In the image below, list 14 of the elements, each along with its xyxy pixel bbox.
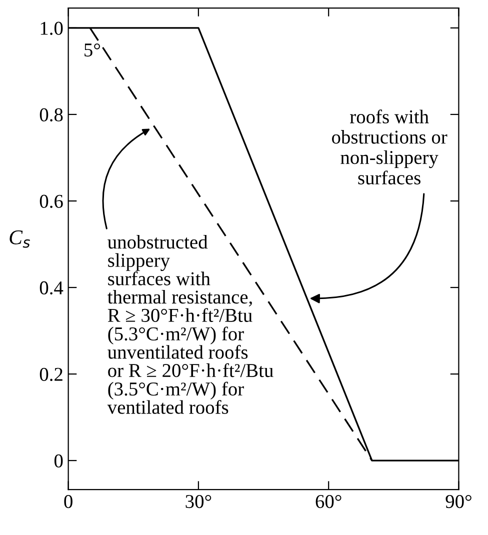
y-tick-label: 0 — [54, 454, 63, 468]
y-axis-title: C$_{s}$ — [10, 230, 30, 248]
x-tick-label: 30° — [186, 494, 212, 508]
y-tick-label: 0.8 — [40, 108, 63, 122]
y-tick-label: 1.0 — [40, 22, 63, 35]
y-tick-label: 0.6 — [40, 194, 63, 208]
y-tick-label: 0.4 — [40, 281, 64, 295]
text: unobstructed slippery surfaces with thermal resistance, R ≥ 30°F·h·ft²/Btu (5.3°C·m²/W) for unventilated roofs or R ≥ 20°F·h·ft²/Btu (3.5°C·m²/W) for ventilated roofs — [107, 234, 274, 414]
y-tick-label: 0.2 — [40, 368, 62, 382]
annotation: 5° — [84, 43, 100, 57]
x-tick-label: 90° — [446, 494, 472, 508]
x-tick-label: 60° — [316, 494, 342, 508]
annotation: roofs with obstructions or non-slippery surfaces — [332, 110, 448, 184]
x-tick-label: 0 — [64, 494, 72, 508]
